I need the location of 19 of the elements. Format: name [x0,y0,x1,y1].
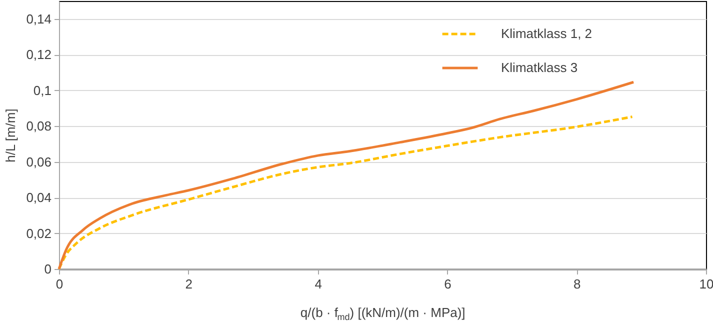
x-tick-label: 0 [56,276,64,292]
x-tick-label: 10 [699,276,713,292]
y-tick-label: 0,08 [26,118,52,134]
x-tick-label: 6 [444,276,452,292]
y-tick-label: 0,12 [26,47,52,62]
y-tick-label: 0,02 [26,226,52,241]
x-tick-label: 2 [185,276,193,292]
line-series [58,116,634,270]
x-tick-label: 8 [573,276,581,292]
y-tick-label: 0 [44,262,52,276]
y-tick-label: 0,14 [26,11,52,26]
legend-label: Klimatklass 3 [501,60,578,75]
y-axis-title: h/L [m/m] [3,108,18,162]
y-tick-label: 0,06 [26,154,52,170]
y-tick-label: 0,04 [26,190,52,206]
line-series [58,80,635,270]
x-tick-label: 4 [314,276,322,292]
y-tick-label: 0,1 [33,82,52,98]
legend-label: Klimatklass 1, 2 [501,26,592,41]
